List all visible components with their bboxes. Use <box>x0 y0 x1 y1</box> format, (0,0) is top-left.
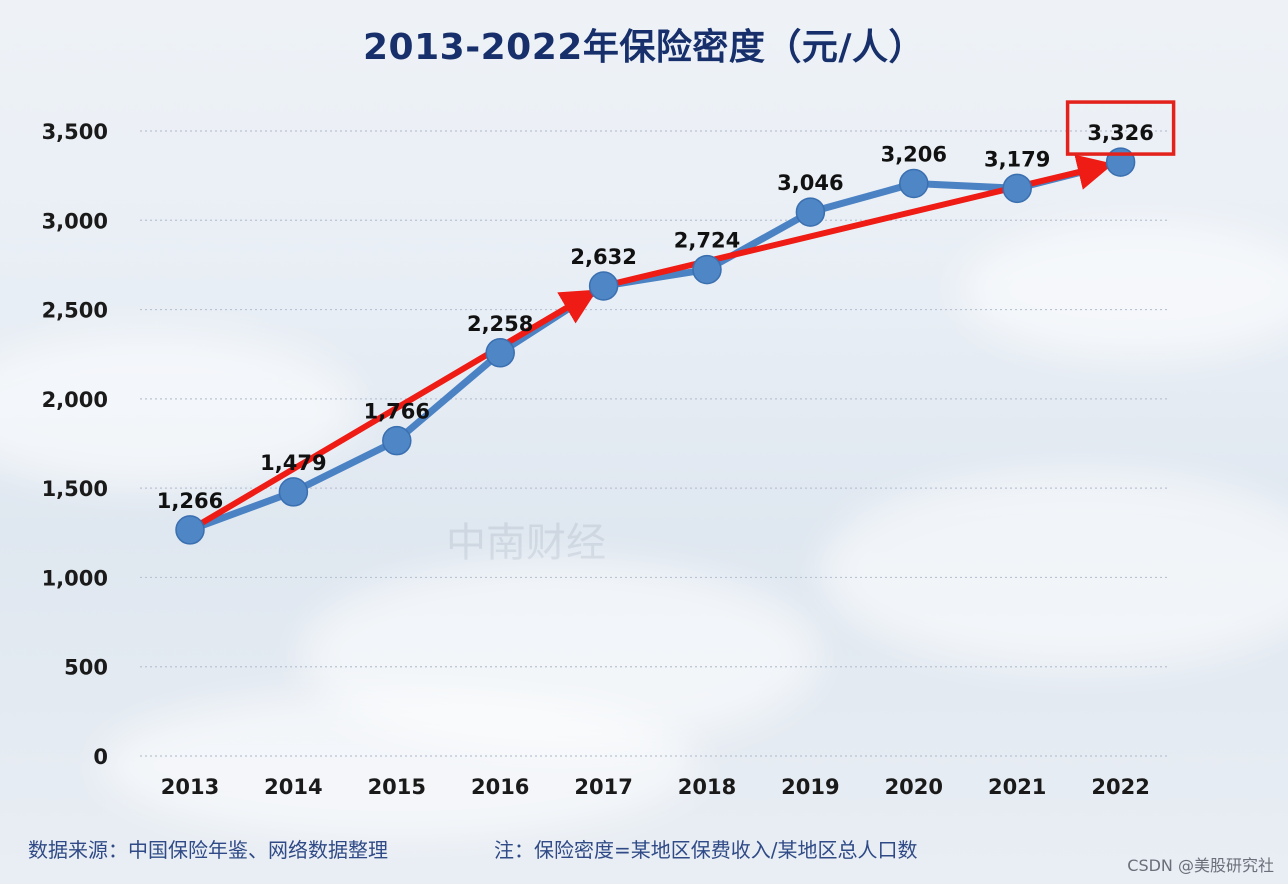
data-point-2020 <box>899 168 929 199</box>
y-tick-label-1000: 1,000 <box>42 566 108 590</box>
x-tick-label-2016: 2016 <box>471 775 529 799</box>
data-label-2022: 3,326 <box>1087 121 1153 145</box>
trend-arrow-2013-2017 <box>188 289 598 533</box>
data-point-2013 <box>175 515 205 545</box>
x-tick-label-2014: 2014 <box>264 775 322 799</box>
data-label-2013: 1,266 <box>157 489 223 513</box>
data-label-2014: 1,479 <box>260 451 326 475</box>
source-note: 数据来源：中国保险年鉴、网络数据整理 <box>28 838 388 862</box>
y-tick-label-3500: 3,500 <box>42 120 108 144</box>
data-label-2019: 3,046 <box>777 171 843 195</box>
credit-text: CSDN @美股研究社 <box>1127 856 1274 875</box>
watermark: 中南财经 <box>446 520 606 566</box>
data-labels: 1,266 1,479 1,766 2,258 2,632 2,724 3,046 3,206… <box>157 121 1154 513</box>
data-label-2020: 3,206 <box>881 143 947 167</box>
chart-title: 2013-2022年保险密度（元/人） <box>363 27 925 68</box>
y-tick-label-0: 0 <box>93 745 108 769</box>
y-tick-label-1500: 1,500 <box>42 477 108 501</box>
x-tick-label-2017: 2017 <box>574 775 632 799</box>
data-point-2014 <box>278 477 309 507</box>
data-label-2021: 3,179 <box>984 147 1050 171</box>
series-line <box>188 158 1122 534</box>
definition-note: 注：保险密度=某地区保费收入/某地区总人口数 <box>494 838 918 862</box>
data-point-2021 <box>1002 173 1032 204</box>
data-point-2015 <box>382 425 412 456</box>
y-tick-label-500: 500 <box>64 656 108 680</box>
highlight-box <box>1065 100 1176 156</box>
data-point-2019 <box>795 197 826 227</box>
series-line-path <box>188 158 1122 534</box>
x-tick-label-2022: 2022 <box>1091 775 1149 799</box>
x-tick-label-2013: 2013 <box>161 775 219 799</box>
gridlines <box>140 130 1170 757</box>
x-tick-label-2015: 2015 <box>368 775 426 799</box>
x-axis-ticks: 2013 2014 2015 2016 2017 2018 2019 2020 2021 2022 <box>161 775 1150 799</box>
data-label-2016: 2,258 <box>467 312 533 336</box>
x-tick-label-2020: 2020 <box>885 775 943 799</box>
data-point-2017 <box>588 271 619 301</box>
y-axis-ticks: 0 500 1,000 1,500 2,000 2,500 3,000 3,500 <box>42 120 108 769</box>
x-tick-label-2019: 2019 <box>781 775 839 799</box>
data-label-2017: 2,632 <box>570 245 636 269</box>
y-tick-label-2500: 2,500 <box>42 299 108 323</box>
highlight-box-2022 <box>1065 100 1176 156</box>
y-tick-label-2000: 2,000 <box>42 388 108 412</box>
data-label-2018: 2,724 <box>674 229 740 253</box>
data-points <box>175 147 1136 545</box>
data-point-2022 <box>1105 147 1136 177</box>
x-tick-label-2018: 2018 <box>678 775 736 799</box>
x-tick-label-2021: 2021 <box>988 775 1046 799</box>
data-label-2015: 1,766 <box>364 400 430 424</box>
y-tick-label-3000: 3,000 <box>42 209 108 233</box>
data-point-2018 <box>692 254 722 285</box>
data-point-2016 <box>485 338 515 368</box>
